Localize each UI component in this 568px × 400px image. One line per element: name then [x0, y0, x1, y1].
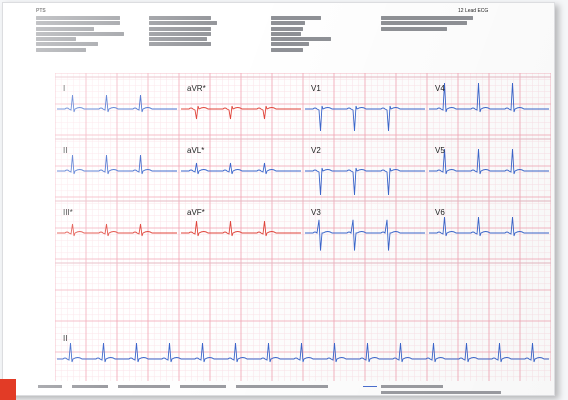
patient-name: PTS [36, 8, 46, 14]
interpretation-column [381, 16, 473, 31]
corner-accent [0, 379, 16, 400]
info-line [36, 26, 94, 31]
footer-item [38, 385, 62, 388]
info-line [36, 21, 120, 26]
info-line [149, 21, 217, 26]
info-line [271, 37, 331, 42]
info-line [149, 31, 211, 36]
footer-item [72, 385, 108, 388]
lead-label-v3: V3 [311, 208, 321, 217]
footer-item [236, 385, 328, 388]
legend-text [381, 391, 501, 394]
info-line [149, 16, 211, 20]
lead-label-i: I [63, 84, 65, 93]
lead-label-ii: II [63, 146, 67, 155]
patient-info-column [36, 16, 124, 52]
footer-settings [38, 385, 328, 388]
lead-label-v6: V6 [435, 208, 445, 217]
info-line [36, 37, 76, 42]
footer-item [118, 385, 170, 388]
info-line [271, 26, 303, 31]
legend-swatch [363, 386, 377, 387]
info-line [36, 47, 86, 52]
info-line [271, 47, 303, 52]
intervals-column [271, 16, 331, 52]
lead-label-avl: aVL* [187, 146, 204, 155]
info-line [271, 31, 301, 36]
report-title: 12 Lead ECG [458, 8, 489, 14]
info-line [36, 16, 120, 20]
info-line [36, 31, 124, 36]
rhythm-strip-label: II [63, 334, 67, 343]
lead-label-v1: V1 [311, 84, 321, 93]
lead-label-v4: V4 [435, 84, 445, 93]
info-line [271, 42, 309, 47]
lead-label-avr: aVR* [187, 84, 206, 93]
info-line [381, 16, 473, 20]
lead-label-v2: V2 [311, 146, 321, 155]
info-line [271, 21, 305, 26]
lead-label-v5: V5 [435, 146, 445, 155]
info-line [149, 37, 207, 42]
measurements-column [149, 16, 217, 47]
lead-label-avf: aVF* [187, 208, 205, 217]
info-line [149, 26, 211, 31]
info-line [271, 16, 321, 20]
info-line [381, 21, 467, 26]
lead-label-iii: III* [63, 208, 73, 217]
footer-item [180, 385, 226, 388]
info-line [149, 42, 211, 47]
legend-text [381, 385, 443, 388]
info-line [381, 26, 447, 31]
info-line [36, 42, 98, 47]
